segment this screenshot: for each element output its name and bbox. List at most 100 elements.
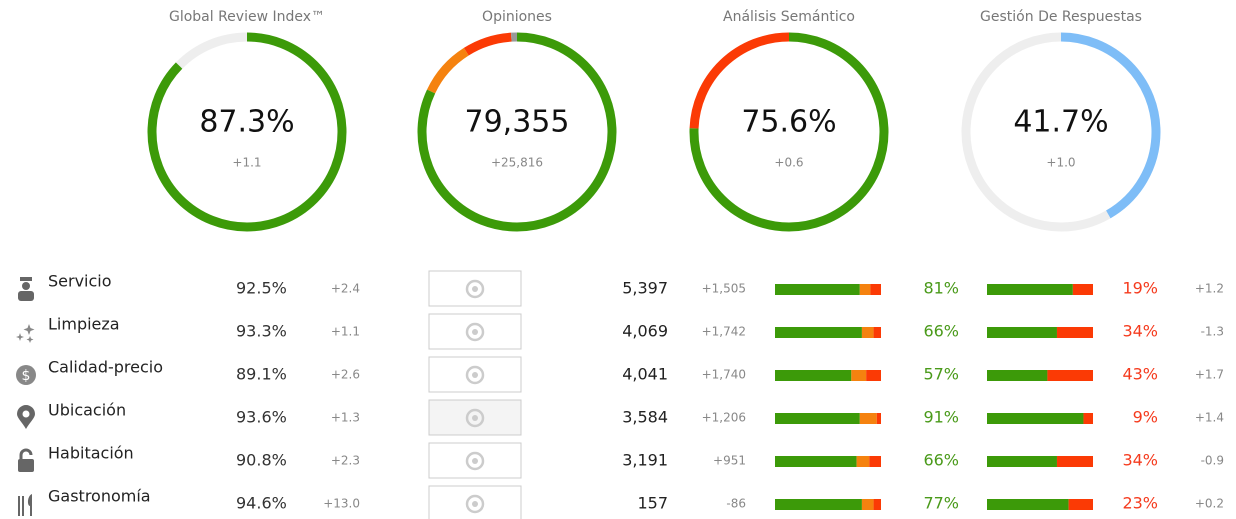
sentiment-segment xyxy=(861,327,874,338)
row-change: +1.3 xyxy=(331,411,360,425)
gauge-title: Global Review Index™ xyxy=(169,9,325,25)
row-trend: +1.4 xyxy=(1195,411,1224,425)
sentiment-segment xyxy=(859,284,871,295)
row-count-change: +951 xyxy=(713,454,746,468)
row-trend: +1.2 xyxy=(1195,282,1224,296)
row-icon xyxy=(18,448,34,472)
gauge-segment xyxy=(417,32,617,232)
button-icon xyxy=(465,494,485,514)
gauge-change: +1.0 xyxy=(1046,156,1075,170)
sentiment-segment xyxy=(775,456,857,467)
sentiment-segment xyxy=(851,370,867,381)
sentiment-segment xyxy=(870,284,881,295)
row-count-change: +1,206 xyxy=(702,411,746,425)
row-icon xyxy=(17,405,35,429)
row-count-change: +1,740 xyxy=(702,368,746,382)
positive-label: 57% xyxy=(923,365,959,384)
negative-bar xyxy=(1047,370,1093,381)
row-count-change: +1,742 xyxy=(702,325,746,339)
button-icon-dot xyxy=(472,286,478,292)
negative-bar xyxy=(1056,327,1093,338)
row-icon xyxy=(18,494,32,516)
row-icon xyxy=(18,277,34,301)
gauge-segment xyxy=(961,32,1161,232)
row-trend: +0.2 xyxy=(1195,497,1224,511)
positive-label: 91% xyxy=(923,408,959,427)
negative-label: 19% xyxy=(1122,279,1158,298)
row-trend: -1.3 xyxy=(1201,325,1224,339)
sentiment-segment xyxy=(775,370,852,381)
row-name: Gastronomía xyxy=(48,487,151,506)
positive-bar xyxy=(987,413,1084,424)
gauge-title: Análisis Semántico xyxy=(723,9,855,25)
sentiment-segment xyxy=(775,499,862,510)
sentiment-segment xyxy=(775,284,860,295)
row-count-change: -86 xyxy=(726,497,746,511)
row-name: Limpieza xyxy=(48,315,120,334)
row-count: 4,069 xyxy=(622,322,668,341)
button-icon xyxy=(465,408,485,428)
row-count: 5,397 xyxy=(622,279,668,298)
negative-bar xyxy=(1068,499,1093,510)
sentiment-segment xyxy=(859,413,877,424)
sentiment-segment xyxy=(873,499,881,510)
gauge-change: +0.6 xyxy=(774,156,803,170)
row-score: 94.6% xyxy=(236,494,287,513)
negative-label: 34% xyxy=(1122,322,1158,341)
row-name: Servicio xyxy=(48,272,112,291)
row-score: 93.6% xyxy=(236,408,287,427)
gauge-change: +1.1 xyxy=(232,156,261,170)
gauge-value: 41.7% xyxy=(1013,105,1108,140)
button-icon xyxy=(465,279,485,299)
gauge-segment xyxy=(147,32,347,232)
positive-bar xyxy=(987,456,1057,467)
sentiment-segment xyxy=(856,456,870,467)
sentiment-segment xyxy=(866,370,881,381)
row-name: Habitación xyxy=(48,444,134,463)
positive-bar xyxy=(987,499,1069,510)
positive-bar xyxy=(987,284,1073,295)
gauge-title: Gestión De Respuestas xyxy=(980,9,1142,25)
gauge-segment xyxy=(689,32,889,232)
positive-label: 66% xyxy=(923,322,959,341)
negative-bar xyxy=(1072,284,1093,295)
positive-bar xyxy=(987,327,1057,338)
row-change: +2.4 xyxy=(331,282,360,296)
row-name: Calidad-precio xyxy=(48,358,163,377)
button-icon-dot xyxy=(472,458,478,464)
sentiment-segment xyxy=(861,499,874,510)
row-trend: +1.7 xyxy=(1195,368,1224,382)
row-trend: -0.9 xyxy=(1201,454,1224,468)
row-change: +2.3 xyxy=(331,454,360,468)
row-change: +13.0 xyxy=(323,497,360,511)
row-change: +2.6 xyxy=(331,368,360,382)
row-score: 92.5% xyxy=(236,279,287,298)
row-count-change: +1,505 xyxy=(702,282,746,296)
gauge-change: +25,816 xyxy=(491,156,543,170)
row-change: +1.1 xyxy=(331,325,360,339)
gauge-value: 75.6% xyxy=(741,105,836,140)
row-icon xyxy=(16,324,35,343)
row-score: 93.3% xyxy=(236,322,287,341)
row-score: 89.1% xyxy=(236,365,287,384)
negative-label: 9% xyxy=(1133,408,1158,427)
button-icon xyxy=(465,365,485,385)
gauge-title: Opiniones xyxy=(482,9,552,25)
button-icon-dot xyxy=(472,415,478,421)
negative-label: 23% xyxy=(1122,494,1158,513)
button-icon-dot xyxy=(472,501,478,507)
row-count: 157 xyxy=(637,494,668,513)
sentiment-segment xyxy=(876,413,881,424)
row-count: 3,191 xyxy=(622,451,668,470)
sentiment-segment xyxy=(775,327,862,338)
button-icon-dot xyxy=(472,329,478,335)
negative-label: 34% xyxy=(1122,451,1158,470)
negative-bar xyxy=(1056,456,1093,467)
sentiment-segment xyxy=(775,413,860,424)
gauge-value: 87.3% xyxy=(199,105,294,140)
row-count: 3,584 xyxy=(622,408,668,427)
sentiment-segment xyxy=(873,327,881,338)
svg-text:$: $ xyxy=(22,368,31,384)
button-icon xyxy=(465,322,485,342)
